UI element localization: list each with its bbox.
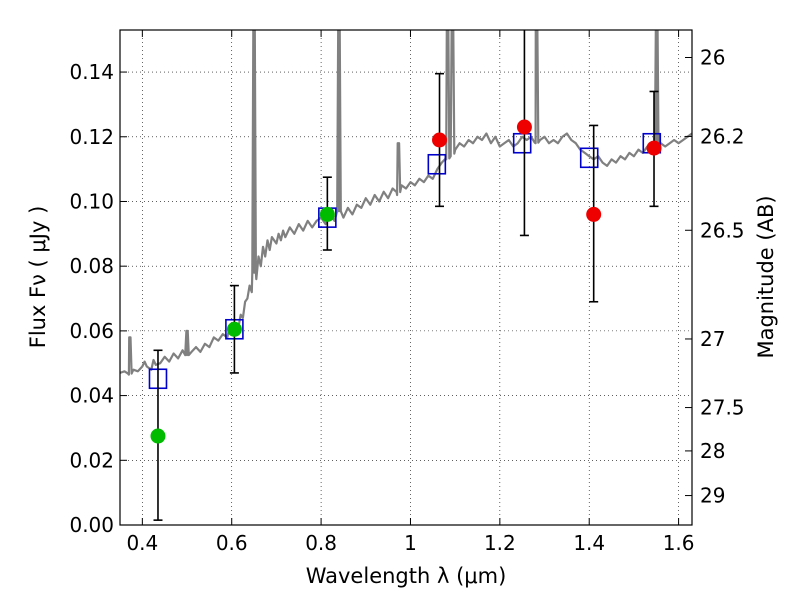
x-tick-label: 0.4 xyxy=(126,531,158,555)
spectrum-line xyxy=(120,30,692,376)
x-tick-label: 1.6 xyxy=(663,531,695,555)
y-tick-label: 0.12 xyxy=(69,125,114,149)
right-tick-label: 27 xyxy=(700,327,725,351)
spectrum-layer xyxy=(120,30,692,376)
observed-point xyxy=(150,428,166,444)
x-tick-label: 0.8 xyxy=(305,531,337,555)
x-tick-label: 0.6 xyxy=(216,531,248,555)
x-tick-label: 1.2 xyxy=(484,531,516,555)
model-square-marker xyxy=(427,153,447,175)
y-tick-label: 0.04 xyxy=(69,384,114,408)
marker-layer xyxy=(148,30,662,521)
right-axis-title: Magnitude (AB) xyxy=(754,195,778,358)
y-tick-label: 0.08 xyxy=(69,254,114,278)
observed-point xyxy=(646,140,662,156)
right-tick-label: 29 xyxy=(700,484,725,508)
right-tick-label: 26.5 xyxy=(700,218,745,242)
right-tick-label: 27.5 xyxy=(700,396,745,420)
y-tick-label: 0.14 xyxy=(69,60,114,84)
y-tick-label: 0.10 xyxy=(69,189,114,213)
y-tick-label: 0.02 xyxy=(69,448,114,472)
y-axis-title: Flux Fν ( μJy ) xyxy=(26,206,50,349)
right-tick-label: 28 xyxy=(700,439,725,463)
observed-point xyxy=(319,206,335,222)
observed-point xyxy=(516,119,532,135)
x-tick-label: 1.4 xyxy=(573,531,605,555)
observed-point xyxy=(586,206,602,222)
observed-point xyxy=(226,321,242,337)
plot-frame xyxy=(119,29,693,526)
model-square-marker xyxy=(579,147,599,169)
x-axis-title: Wavelength λ (μm) xyxy=(306,564,507,588)
observed-point xyxy=(432,132,448,148)
grid-lines xyxy=(120,30,692,526)
right-tick-label: 26.2 xyxy=(700,124,745,148)
x-tick-label: 1 xyxy=(404,531,417,555)
right-tick-label: 26 xyxy=(700,46,725,70)
y-tick-label: 0.06 xyxy=(69,319,114,343)
y-tick-label: 0.00 xyxy=(69,513,114,537)
axis-ticks: 0.4 0.6 0.8 1 1.2 1.4 1.6 0.00 0.02 0.04 0.06 0.08 0… xyxy=(69,30,745,555)
